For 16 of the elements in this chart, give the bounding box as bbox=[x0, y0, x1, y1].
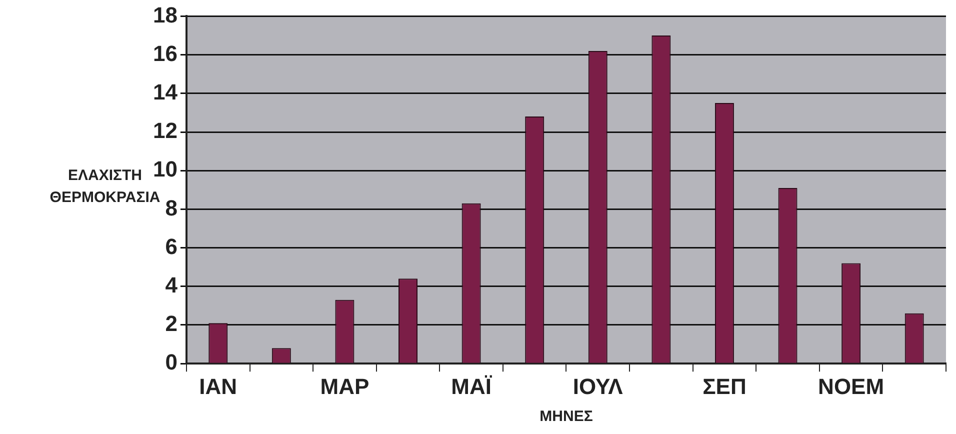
x-tick-label: ΣΕΠ bbox=[702, 374, 746, 399]
x-tick-label: ΜΑΡ bbox=[320, 374, 370, 399]
y-tick-label: 6 bbox=[165, 234, 178, 259]
x-tick-label: ΝΟΕΜ bbox=[818, 374, 884, 399]
x-tick-label: ΙΟΥΛ bbox=[572, 374, 624, 399]
x-tick-label: ΜΑΪ bbox=[451, 374, 492, 399]
y-tick-label: 2 bbox=[165, 311, 178, 336]
y-tick-label: 16 bbox=[152, 40, 178, 66]
x-tick-label: ΙΑΝ bbox=[199, 374, 238, 399]
x-axis-title: ΜΗΝΕΣ bbox=[540, 408, 593, 426]
y-tick-label: 12 bbox=[152, 118, 178, 144]
y-tick-label: 14 bbox=[152, 79, 178, 104]
y-tick-label: 8 bbox=[165, 195, 178, 220]
y-tick-label: 4 bbox=[165, 272, 178, 298]
y-tick-label: 0 bbox=[165, 350, 178, 375]
y-tick-label: 18 bbox=[152, 2, 178, 28]
